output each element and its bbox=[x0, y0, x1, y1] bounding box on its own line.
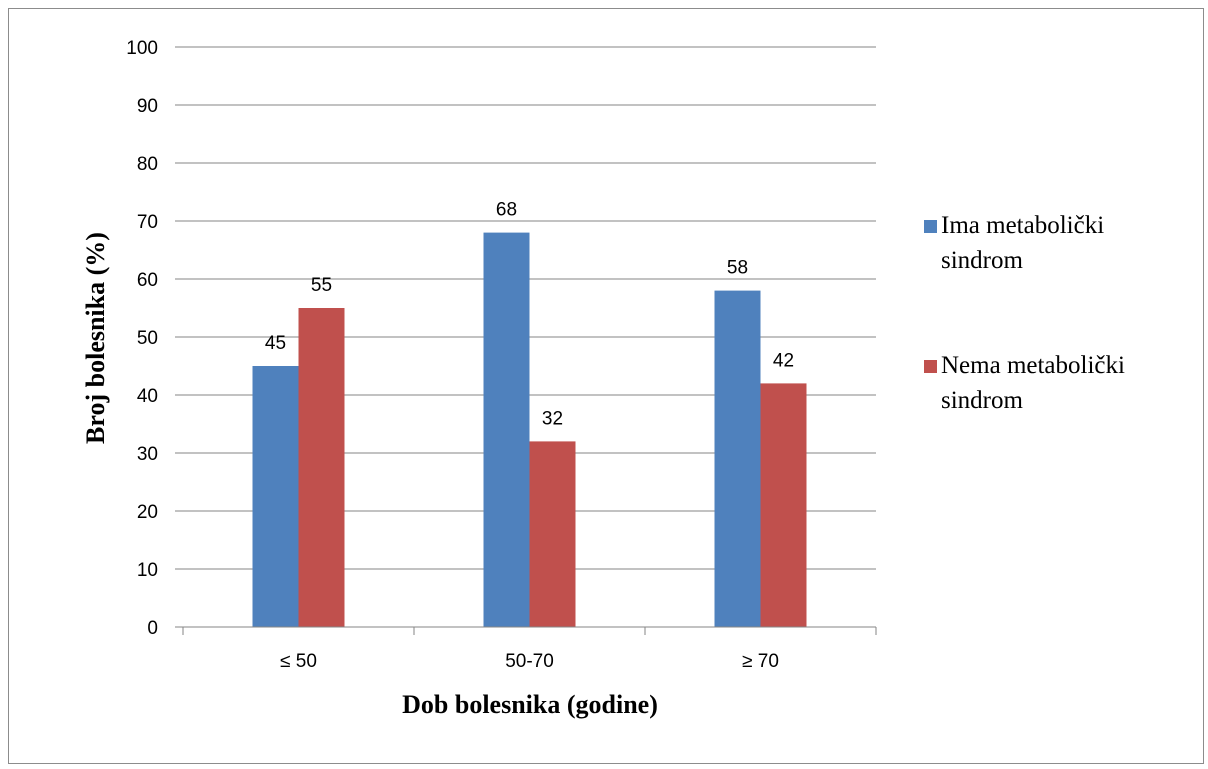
x-tick-label: ≥ 70 bbox=[742, 651, 779, 672]
data-label: 45 bbox=[265, 333, 286, 354]
bar bbox=[760, 383, 807, 627]
x-tick-label: ≤ 50 bbox=[280, 651, 317, 672]
chart-frame bbox=[8, 8, 1204, 764]
data-label: 58 bbox=[727, 258, 748, 279]
legend-label: sindrom bbox=[941, 247, 1024, 274]
x-tick-label: 50-70 bbox=[505, 651, 554, 672]
data-label: 68 bbox=[496, 200, 517, 221]
legend-label: sindrom bbox=[941, 387, 1024, 414]
y-tick-label: 40 bbox=[137, 386, 158, 407]
data-label: 42 bbox=[773, 350, 794, 371]
bar bbox=[714, 290, 761, 627]
bar bbox=[298, 308, 345, 627]
legend-swatch bbox=[924, 360, 937, 373]
legend-swatch bbox=[924, 220, 937, 233]
y-tick-label: 100 bbox=[126, 38, 158, 59]
data-labels: 45 55 68 32 58 42 bbox=[265, 200, 794, 430]
legend: Ima metabolički sindrom Nema metabolički si… bbox=[924, 212, 1125, 414]
y-axis-title: Broj bolesnika (%) bbox=[81, 232, 110, 444]
legend-label: Nema metabolički bbox=[941, 352, 1125, 379]
y-tick-label: 30 bbox=[137, 444, 158, 465]
y-tick-label: 20 bbox=[137, 502, 158, 523]
y-tick-label: 10 bbox=[137, 560, 158, 581]
y-tick-label: 50 bbox=[137, 328, 158, 349]
y-tick-label: 90 bbox=[137, 96, 158, 117]
y-tick-label: 70 bbox=[137, 212, 158, 233]
data-label: 32 bbox=[542, 408, 563, 429]
data-label: 55 bbox=[311, 275, 332, 296]
y-axis-ticks: 0 10 20 30 40 50 60 70 80 90 100 bbox=[126, 38, 158, 639]
bar bbox=[483, 232, 530, 627]
y-tick-label: 0 bbox=[147, 618, 158, 639]
y-tick-label: 80 bbox=[137, 154, 158, 175]
bars bbox=[252, 232, 807, 627]
y-tick-label: 60 bbox=[137, 270, 158, 291]
bar bbox=[252, 366, 299, 627]
x-axis-ticks: ≤ 50 50-70 ≥ 70 bbox=[182, 627, 877, 672]
bar bbox=[529, 441, 576, 627]
legend-label: Ima metabolički bbox=[941, 212, 1104, 239]
x-axis-title: Dob bolesnika (godine) bbox=[402, 690, 658, 719]
